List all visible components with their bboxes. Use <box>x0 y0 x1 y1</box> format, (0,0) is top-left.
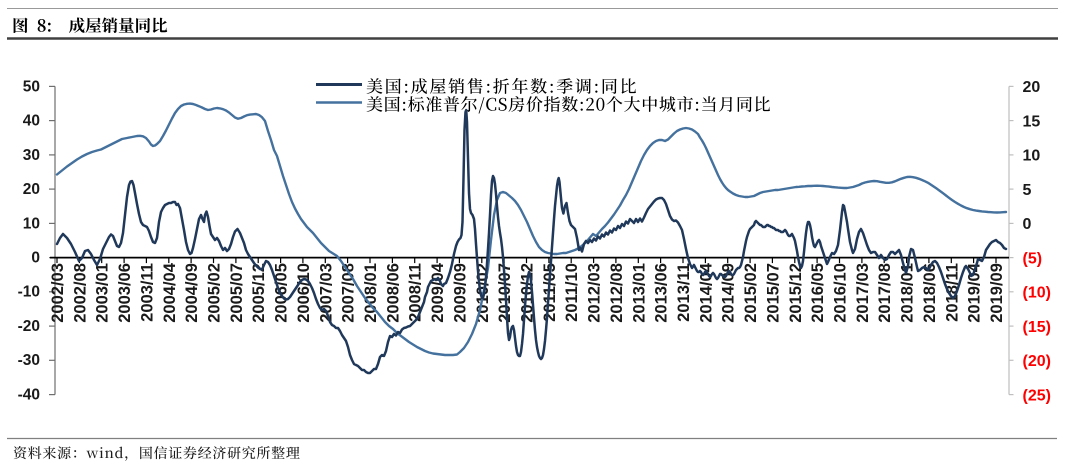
svg-text:2009/09: 2009/09 <box>451 263 469 323</box>
svg-text:2002/03: 2002/03 <box>49 263 67 323</box>
svg-text:2015/02: 2015/02 <box>742 263 760 323</box>
svg-text:2008/01: 2008/01 <box>362 263 380 323</box>
svg-text:2012/08: 2012/08 <box>608 263 626 323</box>
svg-text:0: 0 <box>31 250 40 267</box>
svg-text:2013/11: 2013/11 <box>675 263 693 322</box>
svg-text:(25): (25) <box>1023 387 1051 404</box>
svg-text:-30: -30 <box>18 352 40 369</box>
svg-text:10: 10 <box>1023 148 1041 165</box>
svg-text:2005/07: 2005/07 <box>228 263 246 323</box>
svg-text:10: 10 <box>23 215 40 232</box>
svg-text:2018/01: 2018/01 <box>899 263 917 323</box>
svg-text:2007/03: 2007/03 <box>317 263 335 323</box>
svg-text:2019/04: 2019/04 <box>966 262 984 322</box>
svg-text:(20): (20) <box>1023 353 1051 370</box>
svg-text:2017/08: 2017/08 <box>876 263 894 323</box>
svg-text:2004/09: 2004/09 <box>183 263 201 323</box>
svg-text:2002/08: 2002/08 <box>71 263 89 323</box>
svg-text:2015/12: 2015/12 <box>787 263 805 323</box>
svg-text:2016/10: 2016/10 <box>832 263 850 323</box>
svg-text:20: 20 <box>23 181 40 198</box>
svg-text:(5): (5) <box>1023 250 1043 267</box>
svg-text:-40: -40 <box>18 387 40 404</box>
svg-text:2005/02: 2005/02 <box>206 263 224 323</box>
svg-text:40: 40 <box>23 113 40 130</box>
svg-text:30: 30 <box>23 147 40 164</box>
svg-text:2012/03: 2012/03 <box>586 263 604 323</box>
svg-text:20: 20 <box>1023 79 1041 96</box>
svg-text:2005/12: 2005/12 <box>250 263 268 323</box>
svg-text:2006/10: 2006/10 <box>295 263 313 323</box>
svg-text:2015/07: 2015/07 <box>764 263 782 323</box>
svg-text:50: 50 <box>23 78 40 95</box>
svg-text:2018/11: 2018/11 <box>943 263 961 322</box>
svg-text:(15): (15) <box>1023 319 1051 336</box>
svg-text:0: 0 <box>1023 216 1032 233</box>
svg-text:2019/09: 2019/09 <box>988 263 1006 323</box>
svg-text:2011/10: 2011/10 <box>563 263 581 322</box>
svg-text:(10): (10) <box>1023 285 1051 302</box>
svg-text:2013/06: 2013/06 <box>653 263 671 323</box>
svg-text:2008/06: 2008/06 <box>384 263 402 323</box>
svg-text:2013/01: 2013/01 <box>630 263 648 323</box>
svg-text:2003/01: 2003/01 <box>94 263 112 323</box>
svg-text:2017/03: 2017/03 <box>854 263 872 323</box>
svg-text:2008/11: 2008/11 <box>407 263 425 322</box>
svg-text:2016/05: 2016/05 <box>809 263 827 323</box>
svg-text:2003/11: 2003/11 <box>138 263 156 322</box>
svg-text:2009/04: 2009/04 <box>429 262 447 322</box>
svg-text:2003/06: 2003/06 <box>116 263 134 323</box>
svg-text:2004/04: 2004/04 <box>161 262 179 322</box>
svg-text:15: 15 <box>1023 113 1041 130</box>
svg-text:-10: -10 <box>18 284 40 301</box>
svg-text:2018/06: 2018/06 <box>921 263 939 323</box>
svg-text:2006/05: 2006/05 <box>273 263 291 323</box>
svg-text:5: 5 <box>1023 182 1032 199</box>
svg-text:-20: -20 <box>18 318 40 335</box>
